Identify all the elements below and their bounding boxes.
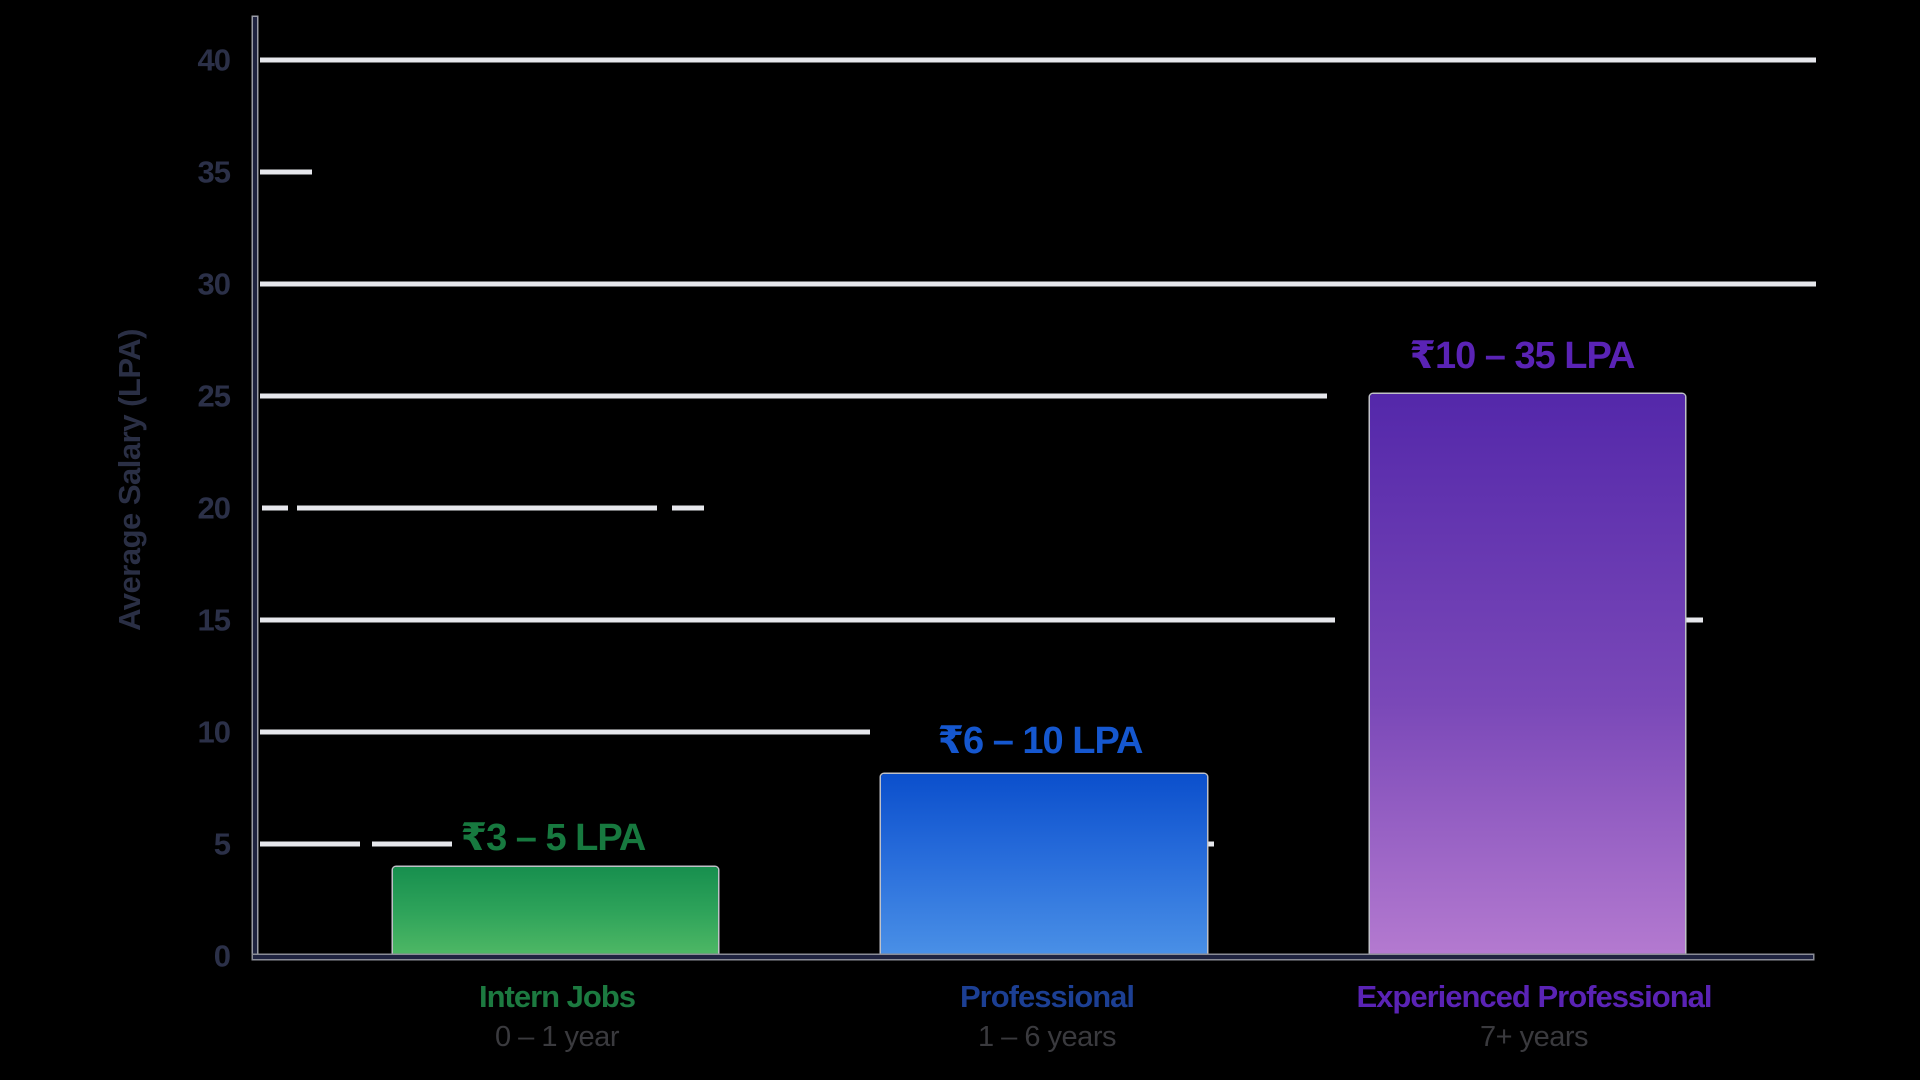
- category-experience: 7+ years: [1479, 1021, 1589, 1054]
- gridline-40: [260, 57, 1816, 63]
- y-tick-40: 40: [197, 42, 231, 78]
- gridline-35: [260, 169, 312, 175]
- y-tick-20: 20: [197, 490, 231, 526]
- bar-value-label-experienced-professional: ₹10 – 35 LPA: [1409, 335, 1636, 377]
- gridline-20-b: [297, 505, 657, 511]
- gridline-25: [260, 393, 1327, 399]
- gridline-5-c: [1208, 841, 1214, 847]
- y-tick-35: 35: [197, 154, 231, 190]
- gridline-15-a: [260, 617, 1335, 623]
- gridline-5-a: [260, 841, 360, 847]
- category-name: Intern Jobs: [478, 979, 636, 1014]
- x-category-intern-jobs: Intern Jobs 0 – 1 year: [478, 978, 636, 1057]
- y-tick-0: 0: [213, 938, 231, 974]
- category-name: Experienced Professional: [1356, 979, 1712, 1014]
- gridline-15-b: [1686, 617, 1703, 623]
- category-experience: 1 – 6 years: [978, 1021, 1116, 1054]
- gridline-30: [260, 281, 1816, 287]
- y-tick-15: 15: [197, 602, 231, 638]
- x-category-professional: Professional 1 – 6 years: [959, 978, 1135, 1057]
- category-name: Professional: [959, 979, 1135, 1014]
- category-experience: 0 – 1 year: [495, 1021, 619, 1054]
- bar-value-label-intern-jobs: ₹3 – 5 LPA: [460, 817, 647, 859]
- gridline-5-b: [372, 841, 452, 847]
- bar-value-label-professional: ₹6 – 10 LPA: [937, 720, 1144, 762]
- y-axis-line: [253, 17, 257, 959]
- gridline-20-a: [262, 505, 288, 511]
- bar-experienced-professional: [1370, 394, 1685, 956]
- y-axis-title: Average Salary (LPA): [112, 329, 147, 631]
- gridline-20-c: [672, 505, 704, 511]
- x-axis-line: [253, 955, 1813, 959]
- y-tick-25: 25: [197, 378, 231, 414]
- gridline-10: [260, 729, 870, 735]
- x-category-experienced-professional: Experienced Professional 7+ years: [1356, 978, 1712, 1057]
- bar-intern-jobs: [393, 867, 718, 956]
- y-tick-10: 10: [197, 714, 231, 750]
- y-tick-5: 5: [213, 826, 231, 862]
- y-tick-30: 30: [197, 266, 231, 302]
- bar-professional: [881, 774, 1207, 956]
